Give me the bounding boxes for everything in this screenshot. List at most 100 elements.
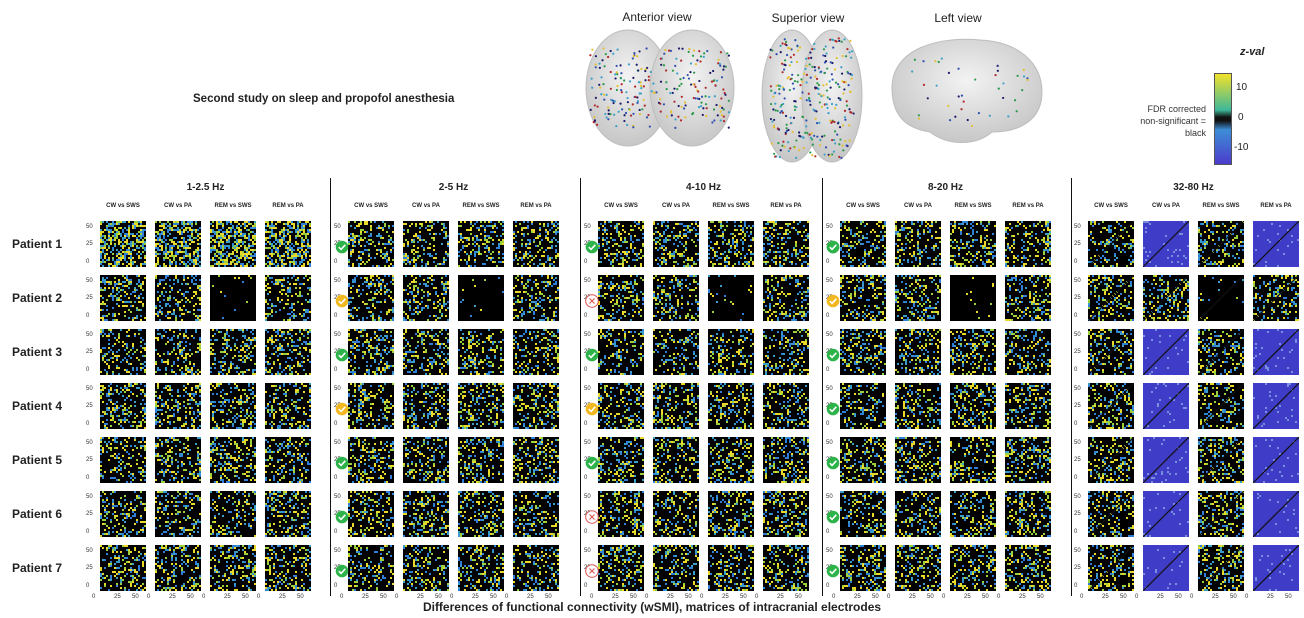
connectivity-matrix [1198, 545, 1244, 591]
connectivity-matrix [210, 221, 256, 267]
connectivity-matrix [100, 275, 146, 321]
x-tick-label: 0 [395, 594, 398, 600]
connectivity-matrix [763, 275, 809, 321]
y-tick-label: 25 [1074, 403, 1081, 409]
x-tick-label: 25 [667, 594, 674, 600]
y-tick-label: 25 [1074, 349, 1081, 355]
x-tick-label: 50 [685, 594, 692, 600]
x-tick-label: 50 [187, 594, 194, 600]
y-tick-label: 50 [1074, 224, 1081, 230]
x-tick-label: 50 [1120, 594, 1127, 600]
partial-check-status-icon [826, 294, 840, 308]
connectivity-matrix [1143, 437, 1189, 483]
x-tick-label: 0 [645, 594, 648, 600]
colorbar [1214, 73, 1232, 165]
x-tick-label: 0 [997, 594, 1000, 600]
y-tick-label: 50 [334, 494, 341, 500]
connectivity-matrix [1253, 437, 1299, 483]
y-tick-label: 50 [826, 494, 833, 500]
connectivity-matrix [100, 221, 146, 267]
connectivity-matrix [348, 383, 394, 429]
x-tick-label: 50 [927, 594, 934, 600]
band-label: 4-10 Hz [644, 182, 764, 193]
y-tick-label: 25 [1074, 295, 1081, 301]
condition-label: REM vs PA [1248, 203, 1304, 209]
y-tick-label: 0 [1074, 313, 1077, 319]
connectivity-matrix [403, 437, 449, 483]
y-tick-label: 0 [1074, 583, 1077, 589]
condition-label: CW vs PA [398, 203, 454, 209]
x-tick-label: 0 [832, 594, 835, 600]
y-tick-label: 25 [86, 457, 93, 463]
x-tick-label: 25 [527, 594, 534, 600]
y-tick-label: 50 [1074, 548, 1081, 554]
brain-renderings [585, 29, 1043, 163]
connectivity-matrix [348, 275, 394, 321]
connectivity-matrix [403, 383, 449, 429]
connectivity-matrix [1143, 491, 1189, 537]
connectivity-matrix [598, 545, 644, 591]
connectivity-matrix [100, 329, 146, 375]
connectivity-matrix [155, 329, 201, 375]
x-tick-label: 0 [202, 594, 205, 600]
connectivity-matrix [155, 383, 201, 429]
check-status-icon [335, 348, 349, 362]
x-tick-label: 25 [964, 594, 971, 600]
connectivity-matrix [950, 491, 996, 537]
x-tick-label: 0 [1245, 594, 1248, 600]
connectivity-matrix [840, 275, 886, 321]
connectivity-matrix [653, 383, 699, 429]
x-tick-label: 0 [505, 594, 508, 600]
figure-footer: Differences of functional connectivity (… [0, 600, 1304, 614]
connectivity-matrix [950, 275, 996, 321]
y-tick-label: 25 [86, 349, 93, 355]
condition-label: REM vs PA [260, 203, 316, 209]
check-status-icon [826, 348, 840, 362]
y-tick-label: 0 [826, 529, 829, 535]
y-tick-label: 0 [334, 367, 337, 373]
connectivity-matrix [763, 491, 809, 537]
x-tick-label: 0 [147, 594, 150, 600]
y-tick-label: 50 [584, 494, 591, 500]
x-tick-label: 25 [279, 594, 286, 600]
y-tick-label: 50 [1074, 332, 1081, 338]
band-divider [822, 178, 823, 596]
condition-label: CW vs PA [150, 203, 206, 209]
brain-anterior-image [585, 29, 735, 147]
x-tick-label: 25 [909, 594, 916, 600]
connectivity-matrix [895, 437, 941, 483]
connectivity-matrix [1198, 221, 1244, 267]
y-tick-label: 50 [826, 386, 833, 392]
y-tick-label: 0 [584, 259, 587, 265]
x-tick-label: 25 [1157, 594, 1164, 600]
x-tick-label: 0 [942, 594, 945, 600]
connectivity-matrix [1088, 491, 1134, 537]
connectivity-matrix [840, 329, 886, 375]
connectivity-matrix [1088, 545, 1134, 591]
brain-left-image [891, 38, 1043, 143]
study-title: Second study on sleep and propofol anest… [193, 93, 454, 105]
check-status-icon [826, 564, 840, 578]
connectivity-matrix [403, 329, 449, 375]
y-tick-label: 0 [86, 313, 89, 319]
patient-label: Patient 2 [12, 291, 62, 305]
condition-label: CW vs PA [1138, 203, 1194, 209]
x-tick-label: 0 [92, 594, 95, 600]
x-tick-label: 25 [224, 594, 231, 600]
connectivity-matrix [265, 491, 311, 537]
connectivity-matrix [840, 221, 886, 267]
connectivity-matrix [598, 221, 644, 267]
condition-label: REM vs SWS [1193, 203, 1249, 209]
y-tick-label: 0 [334, 583, 337, 589]
patient-label: Patient 7 [12, 561, 62, 575]
y-tick-label: 50 [1074, 278, 1081, 284]
patient-label: Patient 4 [12, 399, 62, 413]
y-tick-label: 50 [86, 548, 93, 554]
y-tick-label: 50 [86, 386, 93, 392]
connectivity-matrix [1198, 437, 1244, 483]
connectivity-matrix [1005, 329, 1051, 375]
connectivity-matrix [403, 221, 449, 267]
connectivity-matrix [458, 275, 504, 321]
partial-check-status-icon [335, 402, 349, 416]
y-tick-label: 25 [86, 241, 93, 247]
